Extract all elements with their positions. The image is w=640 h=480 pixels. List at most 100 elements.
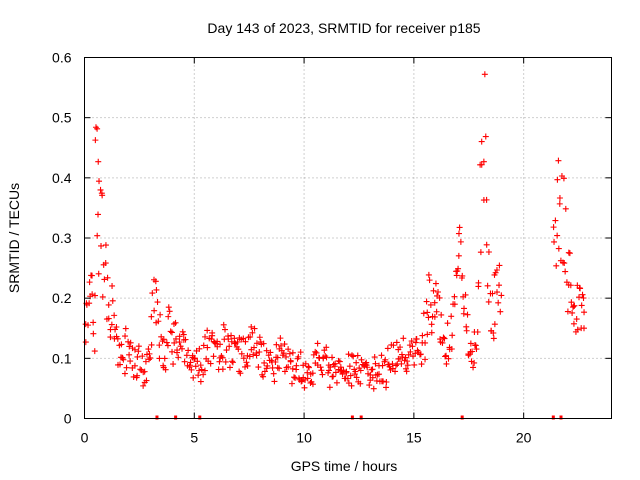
data-point [264, 362, 271, 369]
data-point [269, 364, 276, 371]
data-point [140, 382, 147, 389]
data-point [142, 358, 149, 365]
data-point [171, 339, 178, 346]
data-point [560, 175, 567, 182]
data-point [554, 232, 561, 239]
data-point [298, 378, 305, 385]
x-tick-label: 20 [516, 430, 532, 446]
x-tick-label: 0 [81, 430, 89, 446]
data-point [219, 354, 226, 361]
data-point [493, 267, 500, 274]
data-point [281, 368, 288, 375]
data-point [96, 178, 103, 185]
x-axis-label: GPS time / hours [291, 458, 398, 474]
data-point [448, 346, 455, 353]
data-point [457, 238, 464, 245]
data-point [386, 363, 393, 370]
data-point [204, 344, 211, 351]
data-point [462, 291, 469, 298]
data-point [167, 328, 174, 335]
data-point [566, 250, 573, 257]
data-point [423, 298, 430, 305]
data-point [237, 370, 244, 377]
data-point [353, 359, 360, 366]
data-point [409, 343, 416, 350]
data-point [383, 384, 390, 391]
chart-title: Day 143 of 2023, SRMTID for receiver p18… [207, 20, 480, 36]
data-point [256, 349, 263, 356]
data-point [285, 363, 292, 370]
data-point [495, 299, 502, 306]
data-point [113, 324, 120, 331]
data-point [551, 238, 558, 245]
data-point [226, 343, 233, 350]
data-point [335, 357, 342, 364]
data-point [188, 366, 195, 373]
data-point [369, 366, 376, 373]
data-point [183, 352, 190, 359]
data-point [417, 351, 424, 358]
data-point [478, 161, 485, 168]
data-point [425, 314, 432, 321]
data-point [489, 290, 496, 297]
data-point [455, 230, 462, 237]
data-point [570, 304, 577, 311]
data-point [309, 381, 316, 388]
data-point [146, 356, 153, 363]
data-point [271, 378, 278, 385]
data-point [196, 345, 203, 352]
y-tick-label: 0.6 [52, 50, 72, 66]
data-point [553, 262, 560, 269]
data-point [485, 298, 492, 305]
data-point [86, 279, 93, 286]
data-point [398, 360, 405, 367]
data-point [427, 301, 434, 308]
data-point [472, 342, 479, 349]
data-point [287, 358, 294, 365]
data-point [154, 299, 161, 306]
data-point [153, 286, 160, 293]
data-point [248, 323, 255, 330]
data-point [251, 325, 258, 332]
data-point [309, 370, 316, 377]
data-point [152, 278, 159, 285]
data-point [357, 380, 364, 387]
data-point [244, 362, 251, 369]
data-point [474, 329, 481, 336]
data-point [305, 364, 312, 371]
data-point [496, 282, 503, 289]
data-point [353, 374, 360, 381]
data-point [228, 338, 235, 345]
data-point [102, 242, 109, 249]
data-point [577, 285, 584, 292]
y-tick-label: 0.5 [52, 110, 72, 126]
data-point [249, 329, 256, 336]
data-point [148, 313, 155, 320]
data-point [116, 361, 123, 368]
data-point [191, 355, 198, 362]
data-point [404, 358, 411, 365]
data-point [220, 321, 227, 328]
data-point [455, 252, 462, 259]
data-point [105, 315, 112, 322]
data-point [579, 291, 586, 298]
data-point [343, 369, 350, 376]
data-point [492, 269, 499, 276]
data-point [398, 351, 405, 358]
data-point [283, 353, 290, 360]
data-point [371, 354, 378, 361]
data-point [200, 371, 207, 378]
data-point [340, 367, 347, 374]
data-point [332, 369, 339, 376]
data-point [91, 348, 98, 355]
data-point [441, 335, 448, 342]
data-point [445, 355, 452, 362]
data-point [404, 362, 411, 369]
data-point [86, 300, 93, 307]
data-point [111, 312, 118, 319]
data-point [92, 137, 99, 144]
data-point [272, 359, 279, 366]
data-point [496, 262, 503, 269]
data-point [185, 347, 192, 354]
